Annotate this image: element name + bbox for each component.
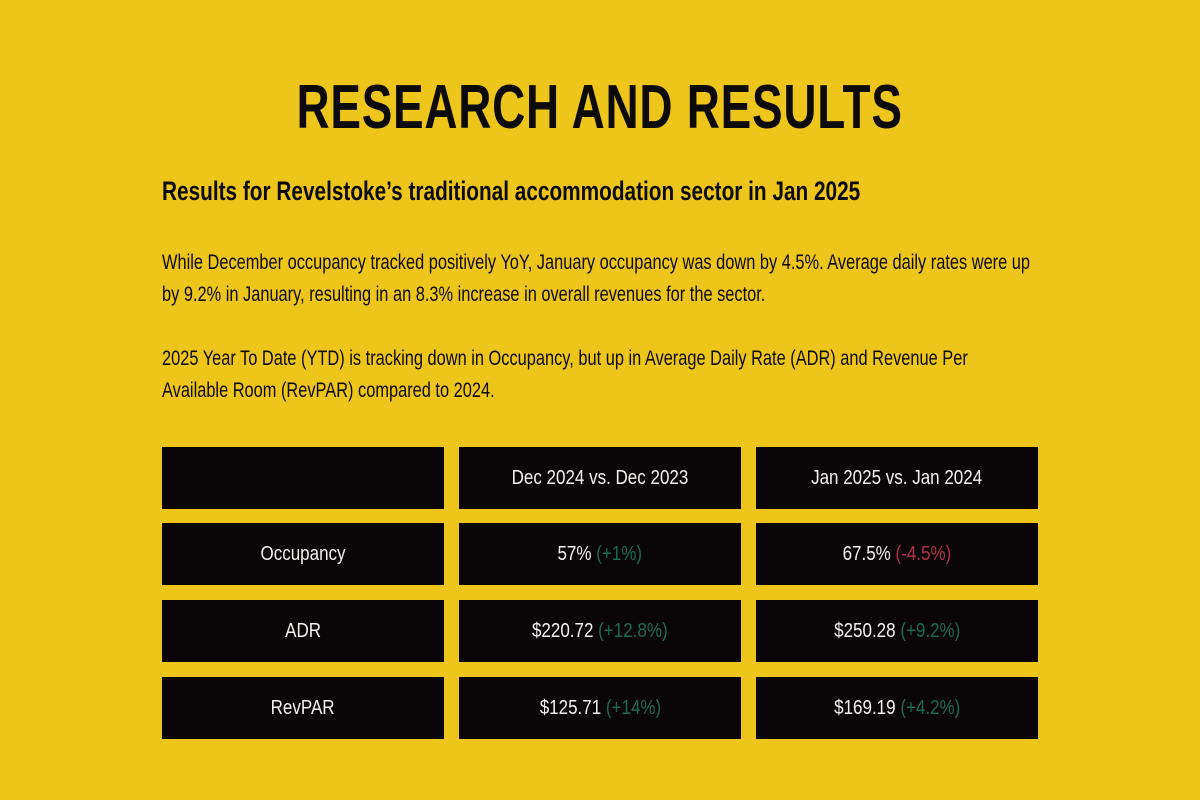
value-cell: 57% (+1%) bbox=[459, 523, 741, 585]
value-cell: 67.5% (-4.5%) bbox=[756, 523, 1038, 585]
change: (-4.5%) bbox=[895, 542, 952, 565]
paragraph: 2025 Year To Date (YTD) is tracking down… bbox=[162, 347, 968, 402]
cell-content: Occupancy bbox=[260, 543, 345, 566]
cell-content: RevPAR bbox=[271, 697, 335, 720]
value: $250.28 bbox=[833, 619, 896, 642]
row-label: RevPAR bbox=[271, 696, 335, 719]
cell-content: $169.19 (+4.2%) bbox=[834, 697, 960, 720]
value: $125.71 bbox=[539, 696, 601, 719]
row-label-cell: RevPAR bbox=[162, 677, 444, 739]
change: (+14%) bbox=[605, 696, 661, 719]
value: $169.19 bbox=[833, 696, 896, 719]
column-header: Jan 2025 vs. Jan 2024 bbox=[811, 466, 983, 489]
value-cell: $250.28 (+9.2%) bbox=[756, 600, 1038, 662]
row-label: Occupancy bbox=[260, 542, 346, 565]
header-cell: Dec 2024 vs. Dec 2023 bbox=[459, 447, 741, 509]
value-cell: $169.19 (+4.2%) bbox=[756, 677, 1038, 739]
change: (+9.2%) bbox=[900, 619, 961, 642]
value-cell: $220.72 (+12.8%) bbox=[459, 600, 741, 662]
subtitle: Results for Revelstoke’s traditional acc… bbox=[162, 176, 861, 206]
cell-content: ADR bbox=[285, 620, 321, 643]
cell-content: $125.71 (+14%) bbox=[539, 697, 660, 720]
row-label-cell: Occupancy bbox=[162, 523, 444, 585]
title: RESEARCH AND RESULTS bbox=[296, 73, 904, 142]
column-header: Dec 2024 vs. Dec 2023 bbox=[511, 466, 689, 489]
cell-content: 57% (+1%) bbox=[558, 543, 643, 566]
value: 67.5% bbox=[842, 542, 891, 565]
value: $220.72 bbox=[532, 619, 594, 642]
row-label: ADR bbox=[285, 619, 321, 642]
change: (+4.2%) bbox=[900, 696, 961, 719]
paragraph: While December occupancy tracked positiv… bbox=[162, 251, 1031, 306]
cell-content: Dec 2024 vs. Dec 2023 bbox=[512, 467, 689, 490]
value: 57% bbox=[557, 542, 592, 565]
corner-cell bbox=[162, 447, 444, 509]
cell-content: 67.5% (-4.5%) bbox=[843, 543, 952, 566]
value-cell: $125.71 (+14%) bbox=[459, 677, 741, 739]
title-wrap: RESEARCH AND RESULTS bbox=[0, 72, 1200, 143]
cell-content: $220.72 (+12.8%) bbox=[532, 620, 668, 643]
change: (+12.8%) bbox=[598, 619, 668, 642]
row-label-cell: ADR bbox=[162, 600, 444, 662]
cell-content: Jan 2025 vs. Jan 2024 bbox=[811, 467, 982, 490]
header-cell: Jan 2025 vs. Jan 2024 bbox=[756, 447, 1038, 509]
change: (+1%) bbox=[596, 542, 643, 565]
cell-content: $250.28 (+9.2%) bbox=[834, 620, 960, 643]
